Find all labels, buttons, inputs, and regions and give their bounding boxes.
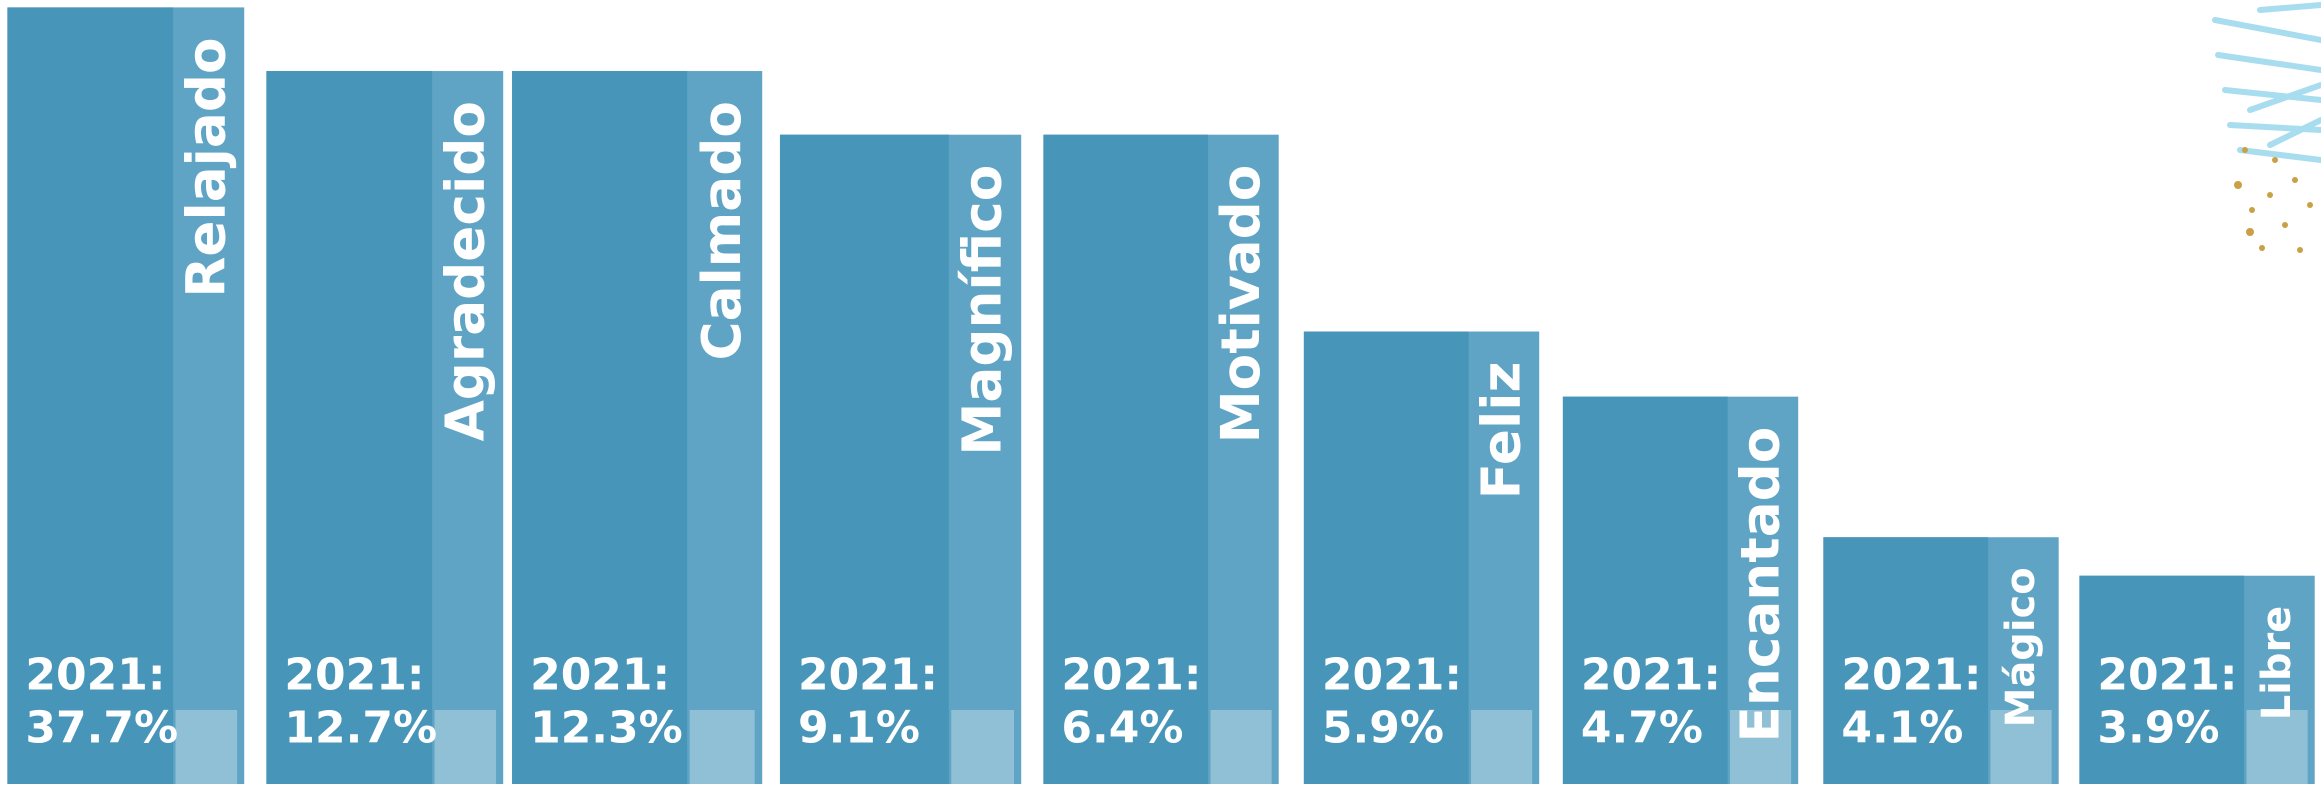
- item-year: 2021:: [2097, 649, 2237, 700]
- item-year: 2021:: [25, 649, 165, 700]
- item-year: 2021:: [798, 649, 938, 700]
- card: Libre 2021:3.9%: [2079, 576, 2314, 784]
- card: Calmado 2021:12.3%: [512, 71, 762, 784]
- card-strip-base: [1471, 710, 1532, 784]
- card: Mágico 2021:4.1%: [1823, 537, 2058, 784]
- item-value: 37.7%: [25, 703, 178, 754]
- infographic: Relajado2021:37.7%Agradecido2021:12.7%Ca…: [0, 0, 2321, 786]
- item-label: Mágico: [1998, 567, 2044, 727]
- item-year: 2021:: [1841, 649, 1981, 700]
- item-label: Relajado: [175, 37, 237, 297]
- item-year: 2021:: [1322, 649, 1462, 700]
- card: Relajado 2021:37.7%: [7, 7, 244, 784]
- item-value: 6.4%: [1061, 703, 1183, 754]
- item-label: Encantado: [1730, 427, 1792, 743]
- card: Motivado 2021:6.4%: [1043, 135, 1278, 784]
- item-value: 4.7%: [1581, 703, 1703, 754]
- item-value: 12.3%: [530, 703, 683, 754]
- item-year: 2021:: [1581, 649, 1721, 700]
- item-value: 9.1%: [798, 703, 920, 754]
- card-strip-base: [1210, 710, 1271, 784]
- item-label: Magnífico: [952, 165, 1014, 456]
- decoration: [2215, 5, 2321, 160]
- card: Feliz 2021:5.9%: [1304, 332, 1539, 784]
- item-value: 12.7%: [284, 703, 437, 754]
- card-strip-base: [690, 710, 755, 784]
- item-value: 4.1%: [1841, 703, 1963, 754]
- item-label: Calmado: [691, 101, 753, 360]
- item-year: 2021:: [1061, 649, 1201, 700]
- item-label: Libre: [2254, 606, 2300, 721]
- item-value: 3.9%: [2097, 703, 2219, 754]
- item-label: Agradecido: [434, 101, 496, 441]
- card: Magnífico 2021:9.1%: [780, 135, 1021, 784]
- item-year: 2021:: [284, 649, 424, 700]
- item-label: Feliz: [1471, 362, 1533, 500]
- item-label: Motivado: [1210, 165, 1272, 444]
- card-strip-base: [435, 710, 497, 784]
- card: Agradecido 2021:12.7%: [266, 71, 503, 784]
- item-year: 2021:: [530, 649, 670, 700]
- item-value: 5.9%: [1322, 703, 1444, 754]
- card-strip-base: [951, 710, 1014, 784]
- decoration-dots: [2234, 147, 2313, 253]
- cards: Relajado2021:37.7%Agradecido2021:12.7%Ca…: [7, 7, 2314, 784]
- card-strip-base: [176, 710, 238, 784]
